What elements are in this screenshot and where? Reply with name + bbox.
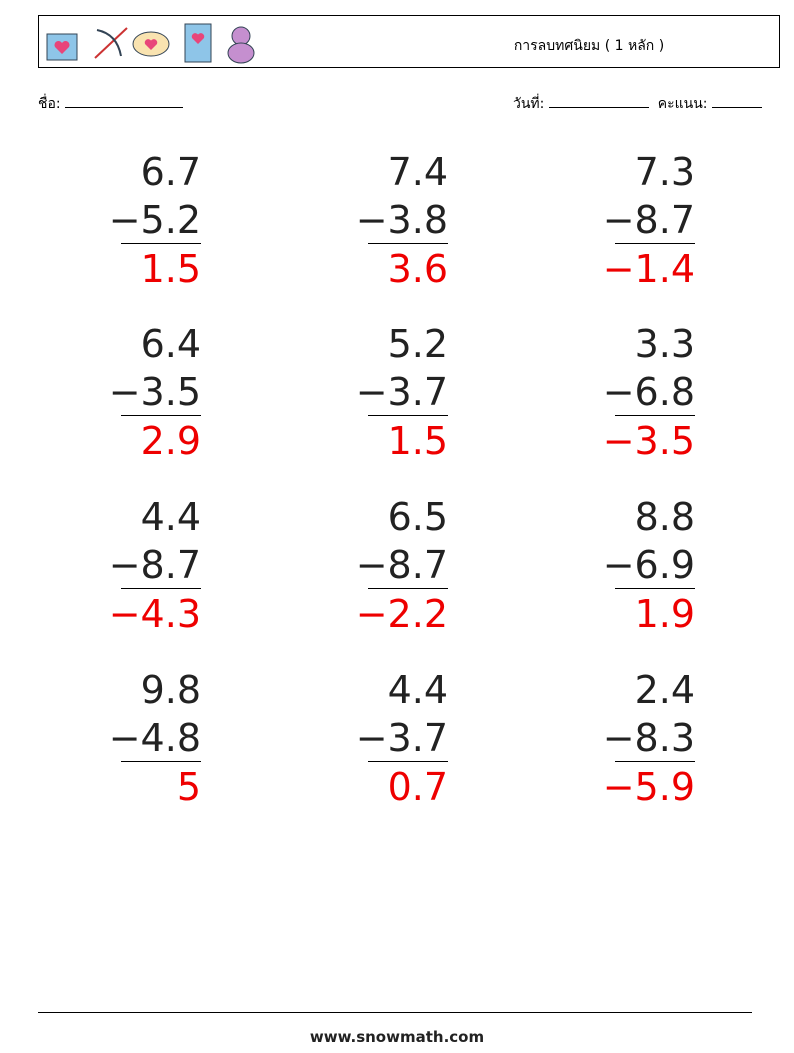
minuend: 9.8 [140,668,201,712]
footer-url: www.snowmath.com [309,1028,485,1046]
blank-line [548,93,649,108]
minuend: 6.5 [387,495,448,539]
bow [96,29,122,57]
answer-line [121,415,201,416]
date-label: วันที่: [513,96,545,112]
answer-line [615,415,695,416]
minuend: 6.4 [140,322,201,366]
subtrahend: −3.8 [355,198,448,242]
answer: 1.9 [634,592,695,636]
heart [54,40,70,54]
minuend: 6.7 [140,150,201,194]
minuend: 4.4 [140,495,201,539]
minuend: 7.4 [387,150,448,194]
answer-line [615,761,695,762]
heart [191,33,205,44]
icons [46,23,255,64]
answer-line [121,761,201,762]
subtrahend: −8.3 [602,716,695,760]
subtrahend: −8.7 [602,198,695,242]
arrow-icon [94,27,128,59]
footer-line [38,1012,752,1013]
minuend: 4.4 [387,668,448,712]
subtrahend: −6.9 [602,543,695,587]
answer-line [121,243,201,244]
heart [144,39,158,50]
answer: 3.6 [387,247,448,291]
name-label: ชื่อ: [38,96,61,112]
answer: −2.2 [355,592,448,636]
answer-line [368,415,448,416]
answer-line [121,588,201,589]
answer-line [615,588,695,589]
answer: −3.5 [602,419,695,463]
answer-line [368,243,448,244]
answer-line [368,761,448,762]
subtrahend: −8.7 [355,543,448,587]
answer: −5.9 [602,765,695,809]
title: การลบทศนิยม ( 1 หลัก ) [513,38,665,54]
minuend: 8.8 [634,495,695,539]
subtrahend: −3.5 [108,370,201,414]
header-box: การลบทศนิยม ( 1 หลัก ) [38,15,780,68]
minuend: 3.3 [634,322,695,366]
answer-line [368,588,448,589]
subtrahend: −6.8 [602,370,695,414]
answer: 1.5 [387,419,448,463]
answer: 0.7 [387,765,448,809]
blank-line [711,93,762,108]
minuend: 7.3 [634,150,695,194]
bear-body [227,42,255,64]
answer: 2.9 [140,419,201,463]
answer: 5 [176,765,201,809]
minuend: 5.2 [387,322,448,366]
answer: 1.5 [140,247,201,291]
answer: −4.3 [108,592,201,636]
blank-line [65,93,184,108]
answer-line [615,243,695,244]
subtrahend: −4.8 [108,716,201,760]
answer: −1.4 [602,247,695,291]
score-label: คะแนน: [657,96,708,112]
bear-icon [231,26,251,46]
date-field: วันที่: คะแนน: [513,93,762,115]
subtrahend: −3.7 [355,716,448,760]
subtrahend: −8.7 [108,543,201,587]
name-field: ชื่อ: [38,93,184,115]
subtrahend: −5.2 [108,198,201,242]
subtrahend: −3.7 [355,370,448,414]
minuend: 2.4 [634,668,695,712]
